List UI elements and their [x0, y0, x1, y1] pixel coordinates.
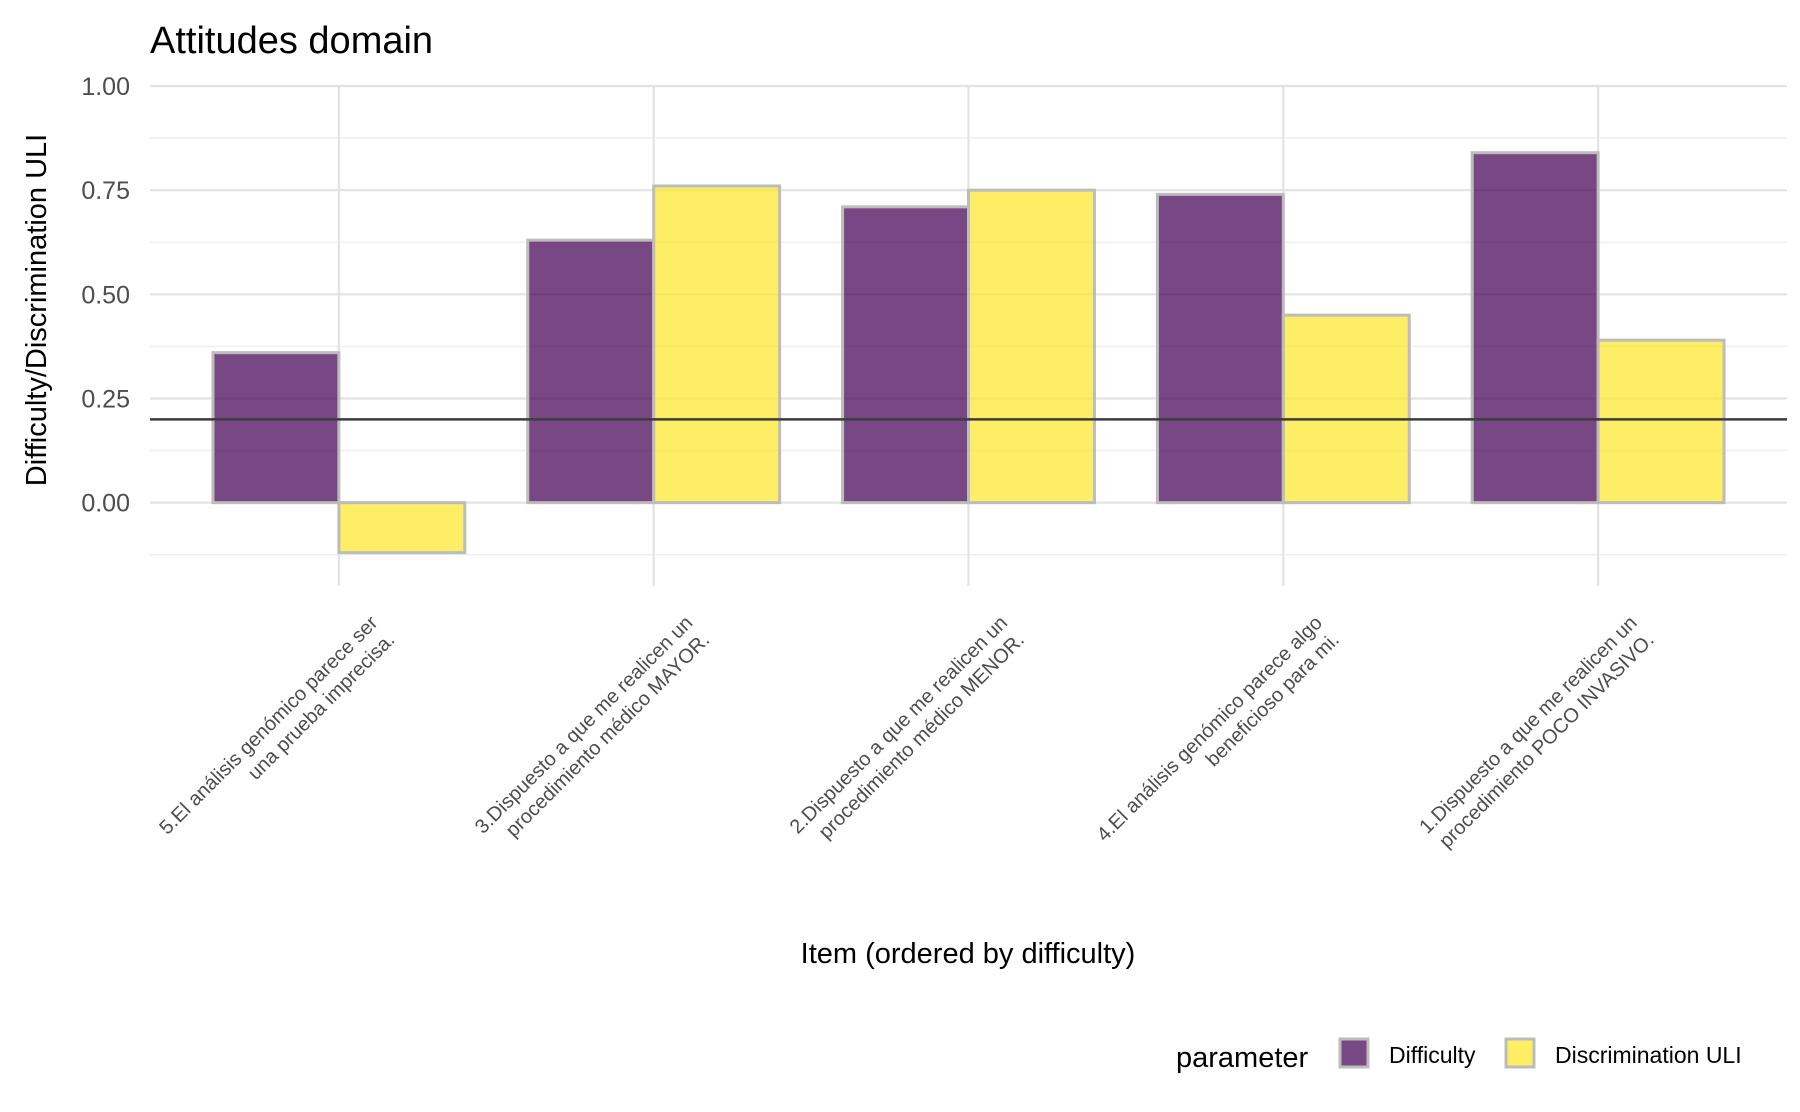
legend: parameter Difficulty Discrimination ULI: [1176, 1037, 1742, 1074]
x-tick-label-line: 5.El análisis genómico parece ser: [155, 612, 382, 839]
x-tick-label-line: procedimiento médico MAYOR.: [502, 629, 715, 842]
x-tick-label: 4.El análisis genómico parece algobenefi…: [1093, 612, 1344, 863]
x-tick-label: 3.Dispuesto a que me realicen unprocedim…: [471, 612, 714, 855]
legend-key-discrimination-uli: [1504, 1037, 1536, 1069]
bar-layer: [211, 151, 1726, 555]
x-axis-ticks: 5.El análisis genómico parece seruna pru…: [155, 612, 1658, 863]
legend-key-difficulty: [1338, 1037, 1370, 1069]
bar-difficulty-3: [841, 205, 970, 505]
bar-discrimination-uli-2: [652, 184, 782, 505]
x-tick-label-line: procedimiento POCO INVASIVO.: [1435, 629, 1659, 853]
x-axis-title: Item (ordered by difficulty): [801, 938, 1136, 970]
legend-items: Difficulty Discrimination ULI: [1338, 1037, 1742, 1069]
y-axis-title: Difficulty/Discrimination ULI: [21, 134, 53, 486]
y-tick-label: 1.00: [81, 73, 130, 101]
legend-title: parameter: [1176, 1042, 1309, 1074]
bar-difficulty-4: [1155, 192, 1285, 505]
y-tick-label: 0.00: [81, 490, 130, 518]
bar-discrimination-uli-1: [337, 501, 467, 555]
x-tick-label: 5.El análisis genómico parece seruna pru…: [155, 612, 399, 856]
x-tick-label-line: procedimiento médico MENOR.: [815, 629, 1029, 843]
chart-title: Attitudes domain: [150, 20, 433, 62]
bar-discrimination-uli-3: [967, 188, 1096, 505]
bar-discrimination-uli-5: [1596, 338, 1726, 505]
y-tick-label: 0.75: [81, 177, 130, 205]
bar-difficulty-5: [1470, 151, 1600, 505]
bar-discrimination-uli-4: [1281, 313, 1411, 505]
x-tick-label-line: 1.Dispuesto a que me realicen un: [1415, 612, 1641, 838]
bar-difficulty-2: [526, 238, 656, 505]
x-tick-label: 2.Dispuesto a que me realicen unprocedim…: [786, 612, 1029, 855]
legend-label-discrimination-uli: Discrimination ULI: [1555, 1042, 1742, 1068]
x-tick-label-line: una prueba imprecisa.: [244, 629, 399, 784]
y-tick-label: 0.25: [81, 386, 130, 414]
x-tick-label-line: 4.El análisis genómico parece algo: [1093, 612, 1327, 846]
x-tick-label-line: 2.Dispuesto a que me realicen un: [786, 612, 1012, 838]
x-tick-label: 1.Dispuesto a que me realicen unprocedim…: [1415, 612, 1658, 855]
bar-difficulty-1: [211, 351, 341, 505]
y-tick-label: 0.50: [81, 281, 130, 309]
y-axis-ticks: 0.00 0.25 0.50 0.75 1.00: [81, 73, 130, 518]
legend-label-difficulty: Difficulty: [1389, 1042, 1476, 1068]
x-tick-label-line: 3.Dispuesto a que me realicen un: [471, 612, 697, 838]
